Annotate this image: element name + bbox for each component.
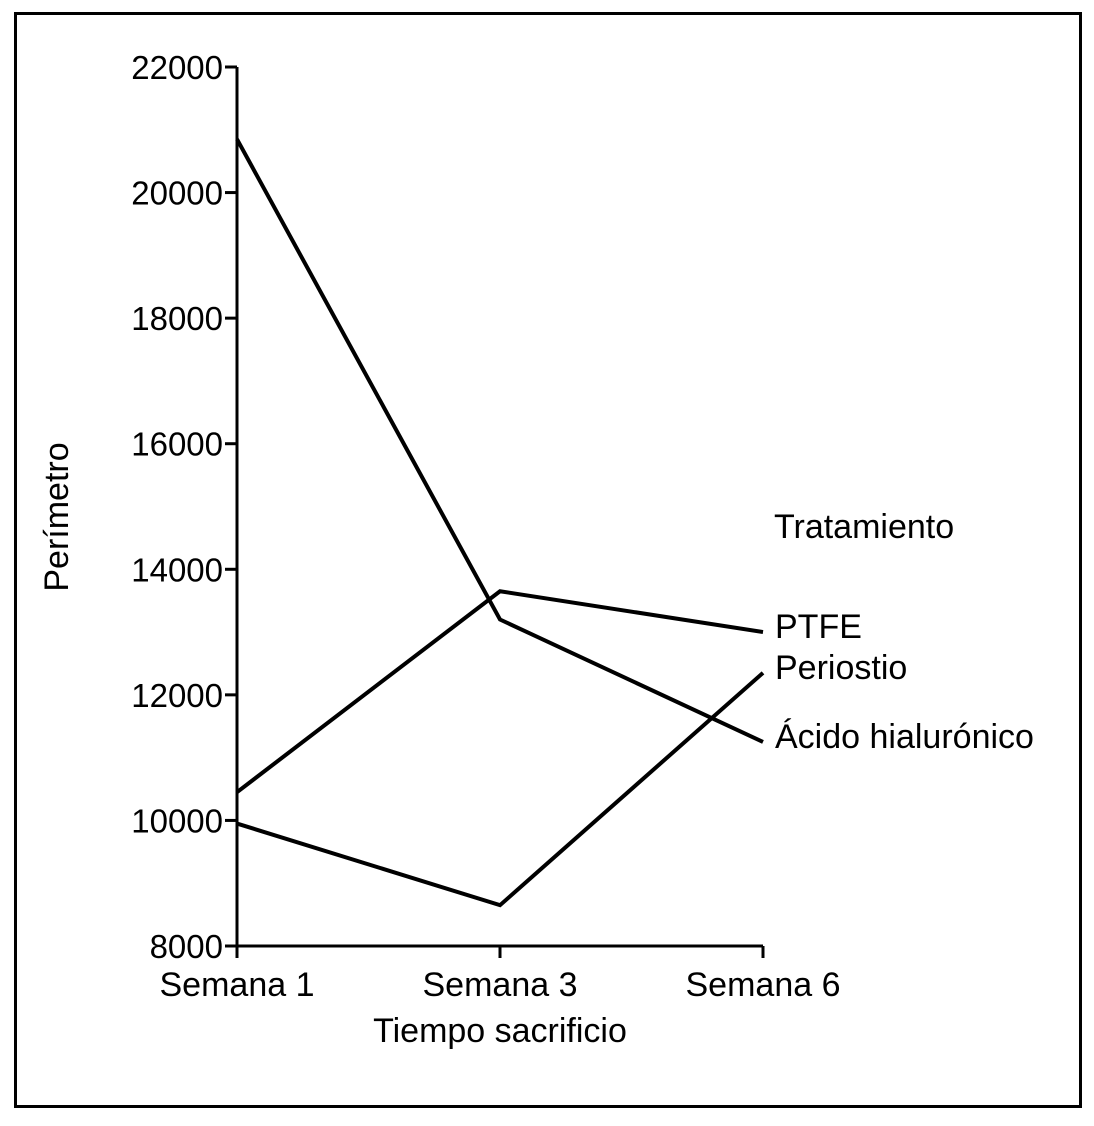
series-label: Ácido hialurónico	[775, 718, 1034, 756]
y-axis-title: Perímetro	[38, 442, 76, 591]
y-tick-label: 14000	[131, 551, 223, 588]
y-tick-label: 16000	[131, 426, 223, 463]
x-axis-title: Tiempo sacrificio	[373, 1012, 627, 1050]
y-tick-label: 20000	[131, 175, 223, 212]
y-tick-label: 22000	[131, 49, 223, 86]
x-tick-label: Semana 3	[423, 966, 578, 1004]
x-tick-label: Semana 6	[686, 966, 841, 1004]
series-label: PTFE	[775, 608, 862, 646]
y-tick-label: 12000	[131, 677, 223, 714]
y-ticks: 8000 10000 12000 14000 16000 18000 20000 22000	[131, 49, 237, 965]
x-tick-label: Semana 1	[160, 966, 315, 1004]
series-line	[236, 671, 765, 908]
y-tick-label: 18000	[131, 300, 223, 337]
series-line	[235, 589, 764, 794]
axes	[235, 67, 763, 948]
chart-frame	[14, 12, 1082, 1108]
series-label: Periostio	[775, 649, 907, 687]
legend-title: Tratamiento	[774, 508, 954, 546]
series-line	[235, 138, 764, 744]
series-lines	[235, 138, 765, 908]
x-ticks: Semana 1 Semana 3 Semana 6	[160, 946, 841, 1004]
y-tick-label: 10000	[131, 802, 223, 839]
y-tick-label: 8000	[150, 928, 223, 965]
